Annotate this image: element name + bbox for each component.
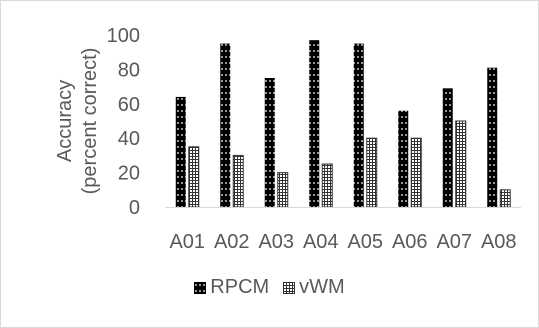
x-tick-label: A01 bbox=[169, 231, 205, 253]
legend-label-rpcm: RPCM bbox=[210, 276, 270, 298]
bar-vwm-a06 bbox=[410, 137, 422, 208]
bar-vwm-a03 bbox=[277, 172, 289, 208]
legend-item-vwm: vWM bbox=[283, 276, 345, 299]
bar-rpcm-a05 bbox=[353, 43, 364, 207]
y-tick-label: 60 bbox=[118, 94, 140, 116]
x-tick-label: A06 bbox=[392, 231, 428, 253]
y-tick-label: 40 bbox=[118, 128, 140, 150]
legend-item-rpcm: RPCM bbox=[194, 276, 269, 299]
legend-swatch-vwm-icon bbox=[283, 281, 296, 294]
y-axis-title: Accuracy (percent correct) bbox=[54, 48, 101, 195]
y-axis-title-line1: Accuracy bbox=[54, 80, 76, 162]
bar-vwm-a08 bbox=[499, 189, 511, 208]
bar-vwm-a05 bbox=[366, 137, 378, 208]
x-tick-label: A05 bbox=[347, 231, 383, 253]
legend-swatch-rpcm-icon bbox=[194, 281, 207, 294]
bar-chart: Accuracy (percent correct) 020406080100 … bbox=[54, 25, 521, 253]
x-tick-label: A07 bbox=[436, 231, 472, 253]
y-axis-ticks: 0 20 40 60 80 100 bbox=[107, 25, 140, 219]
x-tick-label: A04 bbox=[303, 231, 339, 253]
bars bbox=[175, 40, 511, 208]
bar-rpcm-a03 bbox=[264, 78, 275, 207]
bar-rpcm-a07 bbox=[442, 88, 453, 207]
legend: RPCM vWM bbox=[0, 276, 539, 299]
x-axis-ticks: A01 A02 A03 A04 A05 A06 A07 A08 bbox=[169, 231, 516, 253]
bar-rpcm-a01 bbox=[175, 96, 186, 207]
y-axis-title-line2: (percent correct) bbox=[79, 48, 101, 195]
bar-vwm-a01 bbox=[188, 146, 200, 208]
y-tick-label: 80 bbox=[118, 59, 140, 81]
bar-vwm-a07 bbox=[455, 120, 467, 208]
bar-vwm-a02 bbox=[232, 154, 244, 208]
bar-rpcm-a04 bbox=[309, 40, 320, 207]
x-tick-label: A03 bbox=[258, 231, 294, 253]
x-tick-label: A08 bbox=[481, 231, 517, 253]
bar-vwm-a04 bbox=[321, 163, 333, 208]
y-tick-label: 0 bbox=[129, 197, 140, 219]
y-tick-label: 100 bbox=[107, 25, 140, 47]
legend-label-vwm: vWM bbox=[299, 276, 345, 298]
y-tick-label: 20 bbox=[118, 163, 140, 185]
bar-rpcm-a06 bbox=[398, 110, 409, 207]
x-tick-label: A02 bbox=[214, 231, 250, 253]
bar-rpcm-a08 bbox=[487, 67, 498, 208]
bar-rpcm-a02 bbox=[220, 43, 231, 207]
